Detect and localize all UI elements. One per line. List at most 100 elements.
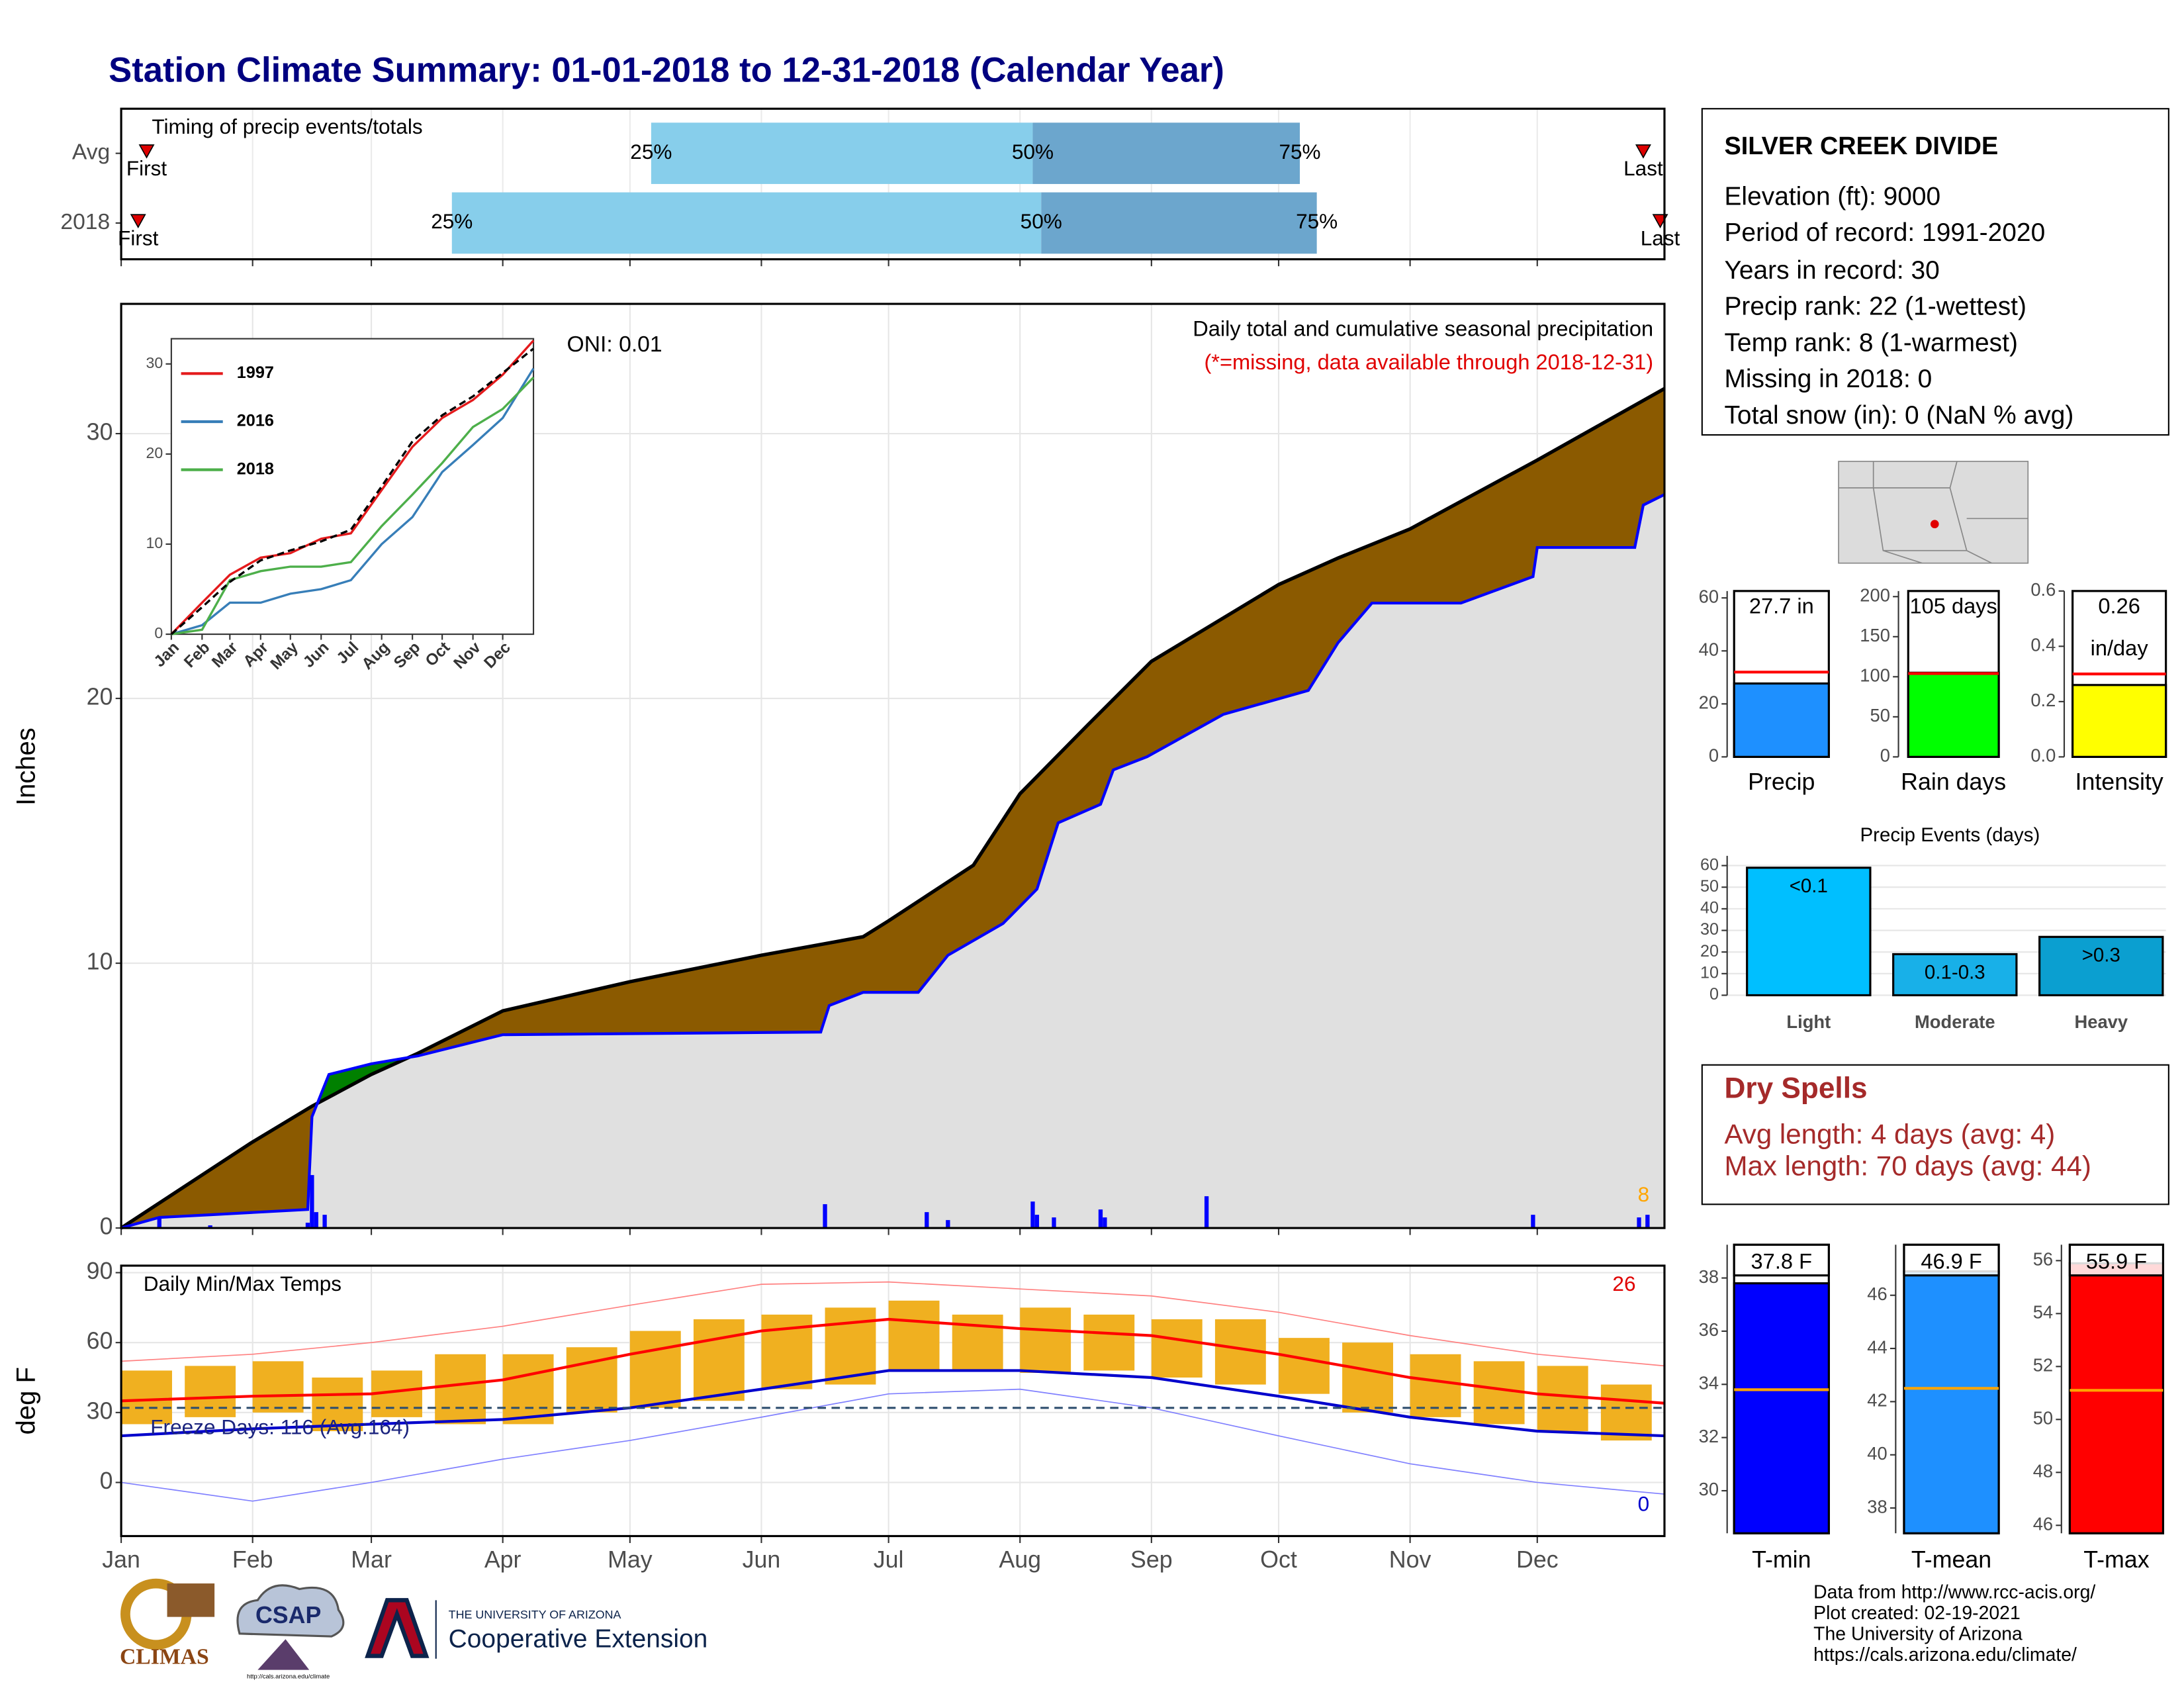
temp-range-bar [185, 1366, 236, 1417]
x-tick-label: Dec [1516, 1546, 1559, 1573]
value-label-box [1733, 1243, 1830, 1277]
inset-line [171, 367, 535, 635]
y-tick-label: 150 [1860, 625, 1890, 645]
event-marker [138, 144, 155, 159]
daily-bar [1098, 1209, 1103, 1229]
quartile-bar [1041, 192, 1317, 254]
y-tick-label: 0.6 [2030, 579, 2056, 600]
event-marker [1635, 144, 1651, 159]
row-label: Avg [72, 140, 110, 165]
x-tick-label: Nov [1389, 1546, 1432, 1573]
x-tick-label: Jul [874, 1546, 904, 1573]
temp-range-bar [1083, 1314, 1135, 1371]
y-tick-label: 34 [1699, 1373, 1719, 1393]
temp-line [120, 1369, 1665, 1438]
y-tick-label: 0 [1709, 745, 1719, 766]
value-label: 0.26 [2098, 594, 2140, 618]
event-bar [2038, 935, 2164, 997]
temp-range-bar [693, 1319, 745, 1401]
y-tick-label: 0 [154, 624, 163, 641]
station-dot [1930, 520, 1939, 529]
event-marker [130, 214, 146, 228]
value-label: 27.7 in [1749, 594, 1814, 618]
x-tick-label: Oct [1260, 1546, 1297, 1573]
y-tick-label: 44 [1867, 1336, 1887, 1357]
y-tick-label: 46 [2033, 1514, 2053, 1534]
event-bar [1892, 953, 2018, 997]
daily-bar [1637, 1217, 1641, 1229]
logo-cloud [236, 1584, 345, 1638]
daily-bar [305, 1223, 310, 1229]
marker-label: First [126, 156, 167, 180]
temp-range-bar [435, 1354, 486, 1425]
value-label-box [1903, 1243, 2000, 1277]
station-line: Period of record: 1991-2020 [1724, 218, 2045, 247]
y-tick-label: 30 [87, 419, 113, 445]
x-tick-label: Feb [232, 1546, 273, 1573]
temp-range-bar [1151, 1319, 1203, 1378]
y-tick-label: 20 [1700, 942, 1719, 961]
csap-logo: CSAP http://cals.arizona.edu/climate [236, 1584, 345, 1681]
y-tick-label: 38 [1699, 1266, 1719, 1287]
gauge-bar [1903, 1270, 2000, 1534]
y-tick-label: 50 [1870, 705, 1890, 726]
unit-label: in/day [2091, 635, 2149, 660]
marker-label: First [118, 226, 159, 250]
temp-title: Daily Min/Max Temps [144, 1272, 341, 1295]
y-tick-label: 54 [2033, 1302, 2053, 1323]
temp-range-bar [1279, 1338, 1330, 1394]
station-box [1701, 108, 2169, 436]
daily-bar [946, 1220, 950, 1229]
marker-label: 25% [630, 140, 672, 164]
y-tick-label: 0 [1880, 745, 1890, 766]
temp-range-bar [1537, 1366, 1588, 1432]
bin-label: 0.1-0.3 [1925, 962, 1985, 984]
quartile-bar [451, 192, 1042, 254]
logo-text: Cooperative Extension [449, 1625, 708, 1654]
cumulative-line [120, 493, 1665, 1230]
temp-range-bar [252, 1361, 304, 1413]
gauge-label: Precip [1748, 769, 1815, 795]
y-axis-label: deg F [12, 1367, 41, 1434]
cumulative-line [120, 387, 1666, 1230]
footer-line: https://cals.arizona.edu/climate/ [1813, 1644, 2077, 1665]
y-tick-label: 56 [2033, 1249, 2053, 1270]
legend-label: 2018 [237, 459, 274, 478]
marker-label: 75% [1296, 209, 1338, 233]
value-label-box [2068, 1243, 2165, 1277]
inset-line [171, 377, 535, 635]
logo-text: THE UNIVERSITY OF ARIZONA [449, 1608, 621, 1621]
y-tick-label: 10 [146, 534, 163, 551]
station-line: Elevation (ft): 9000 [1724, 182, 1940, 211]
y-tick-label: 20 [87, 684, 113, 710]
quartile-bar [1032, 122, 1300, 184]
panel-border [120, 107, 1666, 261]
marker-label: 25% [431, 209, 473, 233]
station-line: Temp rank: 8 (1-warmest) [1724, 328, 2017, 357]
inset-panel [170, 338, 535, 635]
daily-bar [823, 1204, 827, 1229]
temp-line [121, 1281, 1665, 1367]
gauge-label: T-mean [1911, 1546, 1991, 1573]
gauge-label: T-max [2083, 1546, 2149, 1573]
daily-bar [314, 1212, 318, 1229]
gauge-bar [1733, 1282, 1830, 1534]
temp-range-bar [1600, 1384, 1652, 1441]
locator-map [1838, 461, 2029, 564]
gauge-bar [2068, 1262, 2165, 1534]
y-tick-label: 20 [1699, 692, 1719, 713]
dry-spells-title: Dry Spells [1724, 1072, 1867, 1104]
annotation: (*=missing, data available through 2018-… [1204, 350, 1653, 374]
inset-line [170, 340, 535, 635]
daily-bar [1034, 1215, 1040, 1229]
dry-spells-box [1701, 1064, 2169, 1205]
bin-label: >0.3 [2082, 945, 2120, 966]
logo-url: http://cals.arizona.edu/climate [247, 1673, 330, 1681]
y-tick-label: 30 [87, 1397, 113, 1424]
y-tick-label: 100 [1860, 665, 1890, 686]
value-label: 105 days [1910, 594, 1997, 618]
legend-label: 1997 [237, 363, 274, 382]
event-bar [1746, 867, 1872, 997]
y-tick-label: 30 [1700, 920, 1719, 939]
y-tick-label: 30 [1699, 1479, 1719, 1499]
